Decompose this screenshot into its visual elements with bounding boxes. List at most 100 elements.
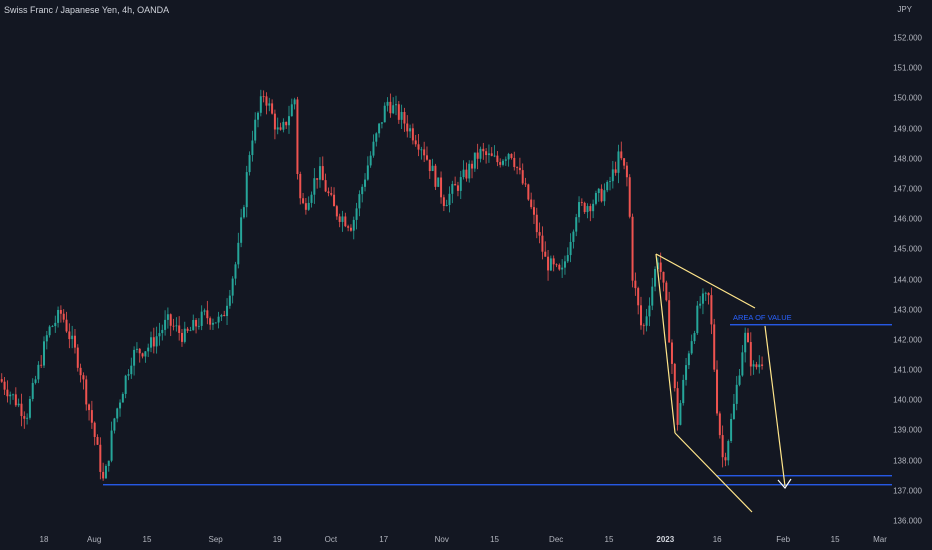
candle-body [203,310,206,312]
candle-body [195,320,198,327]
candle-body [696,305,699,334]
candle-body [558,264,561,270]
candle-body [121,393,124,403]
candle-body [48,326,51,336]
candle-body [594,193,597,204]
candle-body [428,159,431,172]
candle-body [414,140,417,145]
candle-body [662,271,665,283]
candle-body [724,457,727,461]
candle-body [395,104,397,106]
candle-body [471,163,474,169]
candle-body [642,325,645,327]
candle-body [88,404,91,411]
candle-body [527,184,530,200]
candle-body [85,379,88,405]
candle-body [735,384,738,404]
candle-body [172,325,175,327]
candle-body [220,314,223,317]
candle-body [386,101,389,106]
candle-body [656,262,659,270]
candle-body [285,121,288,126]
candle-body [175,325,178,327]
candle-body [651,286,654,306]
candle-body [611,169,614,182]
candle-body [361,186,364,195]
candle-body [752,364,755,367]
candle-body [583,202,586,213]
candle-body [316,178,319,180]
area-of-value-label: AREA OF VALUE [733,312,792,322]
candle-body [456,185,459,191]
candle-body [411,128,414,141]
candle-body [493,155,496,157]
candle-body [310,194,313,203]
candle-body [262,96,265,98]
candle-body [372,141,375,156]
candle-body [192,320,195,331]
symbol-title[interactable]: Swiss Franc / Japanese Yen, 4h, OANDA [4,5,170,15]
candle-body [507,153,510,160]
price-tick: 139.000 [893,425,922,435]
candle-body [335,206,338,217]
candle-body [516,167,519,168]
candle-body [349,227,352,231]
candle-body [124,375,127,394]
price-tick: 147.000 [893,184,922,194]
candle-body [690,341,693,354]
candle-body [217,316,220,323]
candle-body [552,258,555,265]
candle-body [451,184,454,194]
candle-body [755,364,758,368]
candle-body [62,313,65,320]
candle-body [676,388,679,425]
candle-body [296,99,299,174]
candle-body [499,162,502,165]
candle-body [530,199,533,208]
time-tick: Sep [208,535,223,544]
candle-body [138,348,141,354]
candle-body [476,152,479,159]
candle-body [71,335,74,340]
candle-body [589,206,592,212]
candle-body [425,155,428,160]
price-tick: 141.000 [893,365,922,375]
candle-body [679,403,682,425]
candle-body [732,403,735,419]
candle-body [673,363,676,389]
candle-body [440,177,443,198]
candle-body [518,167,521,171]
channel-lower-line [674,432,753,513]
price-tick: 148.000 [893,154,922,164]
candle-body [682,379,685,404]
candle-body [758,364,761,368]
candle-body [634,280,637,289]
candle-body [211,322,214,325]
candle-body [254,119,257,141]
price-tick: 143.000 [893,305,922,315]
price-tick: 146.000 [893,214,922,224]
candle-body [141,353,144,357]
candle-body [389,101,392,114]
candle-body [12,394,15,396]
candle-body [572,231,575,242]
candle-body [178,325,181,333]
candle-body [547,256,550,271]
candle-body [155,336,158,347]
price-tick: 145.000 [893,244,922,254]
time-tick: Oct [324,535,338,544]
candle-body [524,183,527,185]
candle-body [40,364,43,366]
price-tick: 144.000 [893,275,922,284]
candle-body [164,319,167,330]
candle-body [90,410,93,423]
time-tick: Mar [873,535,887,544]
price-tick: 142.000 [893,335,922,345]
candle-body [276,127,279,130]
candle-body [119,402,122,409]
candle-body [670,342,673,364]
candle-body [513,157,516,168]
candle-body [102,471,105,479]
currency-unit: JPY [897,5,912,14]
